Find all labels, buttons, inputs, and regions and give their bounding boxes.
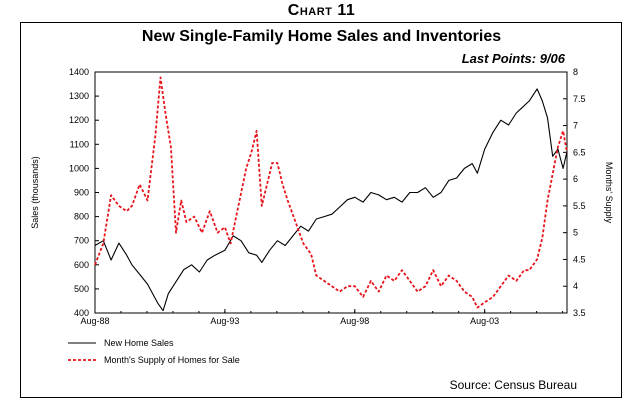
right-tick-label: 3.5: [573, 308, 586, 318]
left-tick-label: 1300: [69, 91, 89, 101]
source-note: Source: Census Bureau: [449, 378, 577, 392]
x-tick-label: Aug-98: [340, 316, 369, 326]
right-tick-label: 5: [573, 228, 578, 238]
right-tick-label: 4: [573, 281, 578, 291]
sales-series-line: [94, 88, 568, 312]
right-tick-label: 5.5: [573, 201, 586, 211]
x-tick-label: Aug-93: [210, 316, 239, 326]
right-axis: 3.5 4 4.5 5 5.5 6 6.5 7 7.5 8: [563, 67, 586, 318]
left-tick-label: 700: [74, 236, 89, 246]
x-tick-label: Aug-88: [80, 316, 109, 326]
left-tick-label: 500: [74, 284, 89, 294]
right-tick-label: 7.5: [573, 94, 586, 104]
left-tick-label: 1100: [70, 139, 89, 149]
x-axis: Aug-88 Aug-93 Aug-98 Aug-03: [80, 309, 564, 326]
x-tick-label: Aug-03: [470, 316, 499, 326]
left-tick-label: 900: [74, 188, 89, 198]
left-tick-label: 1000: [69, 163, 89, 173]
legend-label: New Home Sales: [104, 338, 174, 348]
right-tick-label: 6.5: [573, 147, 586, 157]
right-tick-label: 6: [573, 174, 578, 184]
left-tick-label: 800: [74, 212, 89, 222]
legend: New Home Sales Month's Supply of Homes fo…: [68, 338, 240, 365]
series-layer: [94, 76, 568, 312]
right-axis-title: Months' Supply: [604, 162, 614, 224]
supply-series-line: [94, 76, 568, 309]
chart-frame: [20, 22, 622, 398]
right-tick-label: 4.5: [573, 254, 586, 264]
left-tick-label: 400: [74, 308, 89, 318]
plot-area: [94, 71, 568, 314]
chart-title: New Single-Family Home Sales and Invento…: [141, 28, 502, 45]
last-points-note: Last Points: 9/06: [461, 51, 565, 66]
right-tick-label: 7: [573, 121, 578, 131]
legend-label: Month's Supply of Homes for Sale: [104, 355, 240, 365]
left-tick-label: 600: [74, 260, 89, 270]
chart-number: Chart 11: [287, 2, 356, 19]
right-tick-label: 8: [573, 67, 578, 77]
left-tick-label: 1200: [69, 115, 89, 125]
left-axis-title: Sales (thousands): [30, 156, 40, 229]
left-axis: 400 500 600 700 800 900 1000 1100 1200 1300 1400: [69, 67, 99, 318]
left-tick-label: 1400: [69, 67, 89, 77]
